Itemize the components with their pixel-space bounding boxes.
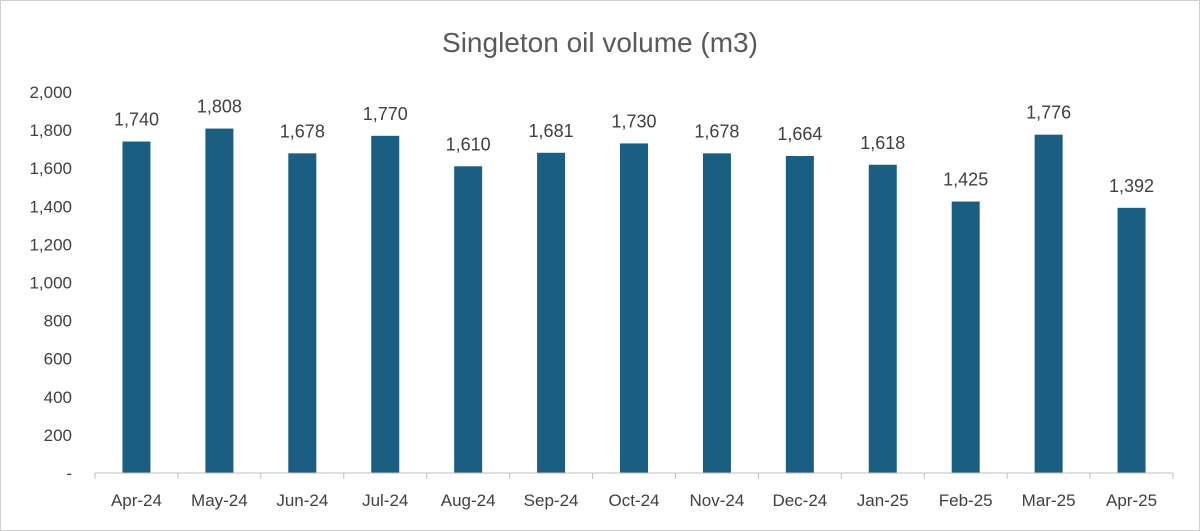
bar xyxy=(205,128,234,474)
x-tick-label: Apr-25 xyxy=(1106,491,1157,510)
bar xyxy=(785,156,814,473)
bar xyxy=(288,153,317,473)
bar xyxy=(868,164,897,473)
bar xyxy=(620,143,648,473)
y-tick-label: 1,000 xyxy=(29,274,72,293)
bar xyxy=(702,153,731,473)
bar xyxy=(122,141,151,473)
x-tick-label: Mar-25 xyxy=(1022,491,1076,510)
y-tick-label: 1,800 xyxy=(29,121,72,140)
bar xyxy=(1034,134,1063,473)
y-tick-label: 600 xyxy=(44,350,72,369)
y-axis: - 200 400 600 800 1,000 1,200 1,400 1,600 1,800 2,… xyxy=(29,83,72,483)
data-label: 1,730 xyxy=(611,111,656,131)
y-tick-label: 1,400 xyxy=(29,197,72,216)
x-tick-label: Jan-25 xyxy=(857,491,909,510)
data-label: 1,740 xyxy=(114,110,159,130)
y-tick-label: 2,000 xyxy=(29,83,72,102)
data-label: 1,681 xyxy=(529,121,574,141)
data-label: 1,392 xyxy=(1109,176,1154,196)
x-tick-label: Jul-24 xyxy=(362,491,408,510)
bar-series: 1,740 1,808 1,678 1,770 1,610 1,681 1,730 1,678… xyxy=(114,97,1154,474)
bar xyxy=(951,201,980,473)
y-tick-label: 800 xyxy=(44,312,72,331)
data-label: 1,610 xyxy=(446,134,491,154)
x-tick-label: Oct-24 xyxy=(608,491,659,510)
bar xyxy=(1117,207,1146,473)
chart-title: Singleton oil volume (m3) xyxy=(442,27,758,58)
x-tick-label: May-24 xyxy=(191,491,248,510)
data-label: 1,425 xyxy=(943,170,988,190)
x-axis: Apr-24 May-24 Jun-24 Jul-24 Aug-24 Sep-24 Oct-… xyxy=(94,472,1174,510)
x-tick-label: Feb-25 xyxy=(939,491,993,510)
data-label: 1,678 xyxy=(280,121,325,141)
data-label: 1,618 xyxy=(860,133,905,153)
data-label: 1,678 xyxy=(694,121,739,141)
y-tick-label: 200 xyxy=(44,426,72,445)
y-tick-label: - xyxy=(66,464,72,483)
data-label: 1,664 xyxy=(777,124,822,144)
data-label: 1,776 xyxy=(1026,103,1071,123)
data-label: 1,770 xyxy=(363,104,408,124)
x-tick-label: Aug-24 xyxy=(441,491,496,510)
data-label: 1,808 xyxy=(197,97,242,117)
x-tick-label: Jun-24 xyxy=(276,491,328,510)
y-tick-label: 400 xyxy=(44,388,72,407)
x-tick-label: Sep-24 xyxy=(524,491,579,510)
bar xyxy=(454,166,483,474)
x-tick-label: Nov-24 xyxy=(690,491,745,510)
x-tick-label: Apr-24 xyxy=(111,491,162,510)
bar xyxy=(371,135,400,473)
y-tick-label: 1,600 xyxy=(29,159,72,178)
y-tick-label: 1,200 xyxy=(29,235,72,254)
bar xyxy=(537,152,566,473)
x-tick-label: Dec-24 xyxy=(772,491,827,510)
